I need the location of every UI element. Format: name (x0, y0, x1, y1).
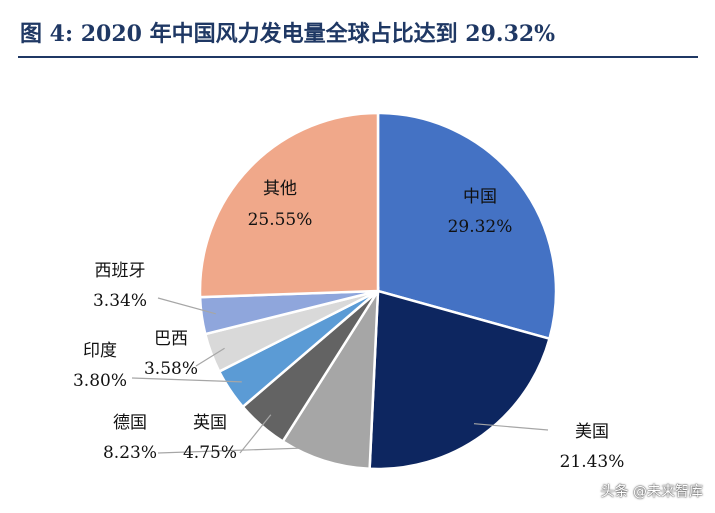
slice-label: 德国 (113, 413, 147, 433)
slice-label: 西班牙 (95, 261, 146, 281)
leader-line (239, 414, 272, 454)
slice-value-label: 3.34% (93, 291, 147, 311)
slice-label: 英国 (193, 413, 227, 433)
leader-line (157, 297, 216, 315)
slice-value-label: 4.75% (183, 443, 237, 463)
pie-slice (281, 286, 380, 471)
leader-line (195, 347, 225, 367)
pie-slice (368, 289, 552, 471)
title-divider (18, 56, 698, 58)
leader-line (157, 446, 329, 454)
slice-label: 其他 (263, 179, 297, 199)
watermark: 头条 @未来智库 (600, 484, 703, 500)
slice-label: 巴西 (154, 329, 188, 349)
pie-slice (198, 111, 380, 299)
chart-title: 图 4: 2020 年中国风力发电量全球占比达到 29.32% (20, 21, 556, 47)
slice-value-label: 21.43% (560, 452, 625, 472)
pie-slice (376, 111, 558, 341)
slice-value-label: 29.32% (448, 217, 513, 237)
slice-label: 中国 (463, 187, 497, 207)
slice-value-label: 3.80% (73, 371, 127, 391)
slice-value-label: 8.23% (103, 443, 157, 463)
leader-line (473, 423, 549, 431)
slice-label: 印度 (83, 341, 117, 361)
slice-value-label: 25.55% (248, 210, 313, 230)
slice-value-label: 3.58% (144, 359, 198, 379)
slice-label: 美国 (575, 422, 609, 442)
leader-line (131, 377, 242, 383)
